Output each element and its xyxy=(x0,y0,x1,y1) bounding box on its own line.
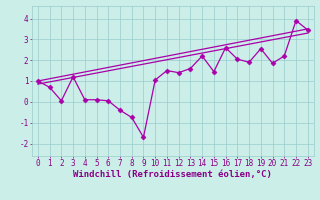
X-axis label: Windchill (Refroidissement éolien,°C): Windchill (Refroidissement éolien,°C) xyxy=(73,170,272,179)
